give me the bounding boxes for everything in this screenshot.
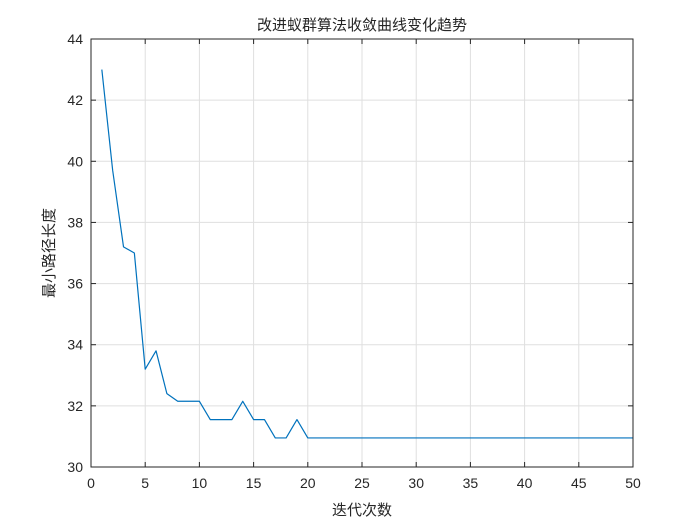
- x-axis-label: 迭代次数: [332, 501, 392, 519]
- y-tick-label: 32: [67, 398, 83, 414]
- y-axis-label: 最小路径长度: [40, 208, 58, 298]
- x-tick-label: 30: [408, 475, 424, 491]
- y-tick-label: 30: [67, 459, 83, 475]
- x-tick-label: 20: [300, 475, 316, 491]
- ticks: 0 5 10 15 20 25 30 35 40 45 50 30 32 34 36 38 40 42 44: [67, 31, 641, 491]
- x-tick-label: 35: [463, 475, 479, 491]
- x-tick-label: 15: [246, 475, 262, 491]
- series-line: [101, 69, 633, 439]
- x-tick-label: 50: [625, 475, 641, 491]
- x-tick-label: 5: [141, 475, 149, 491]
- y-tick-label: 38: [67, 214, 83, 230]
- y-tick-label: 44: [67, 31, 83, 47]
- y-tick-label: 42: [67, 92, 83, 108]
- x-tick-label: 25: [354, 475, 370, 491]
- x-tick-label: 10: [192, 475, 208, 491]
- series-layer: [101, 69, 633, 439]
- x-tick-label: 0: [87, 475, 95, 491]
- y-tick-label: 40: [67, 153, 83, 169]
- chart-title: 改进蚁群算法收敛曲线变化趋势: [257, 16, 467, 34]
- y-tick-label: 36: [67, 276, 83, 292]
- y-tick-label: 34: [67, 337, 83, 353]
- x-tick-label: 40: [517, 475, 533, 491]
- x-tick-label: 45: [571, 475, 587, 491]
